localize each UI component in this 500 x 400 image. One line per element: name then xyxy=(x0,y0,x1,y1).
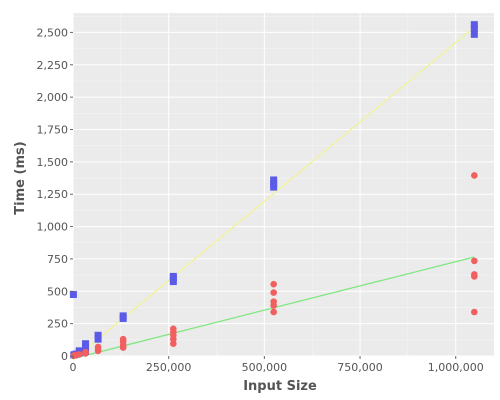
square-point xyxy=(270,176,278,184)
circle-point xyxy=(270,308,277,316)
x-tick-label: 1,000,000 xyxy=(428,361,484,374)
square-point xyxy=(75,347,83,355)
circle-point xyxy=(170,340,177,348)
y-tick-label: 250 xyxy=(47,318,68,331)
y-tick-label: 2,000 xyxy=(37,91,69,104)
y-tick-label: 1,000 xyxy=(37,221,69,234)
y-tick-label: 750 xyxy=(47,253,68,266)
x-axis-title: Input Size xyxy=(243,379,317,394)
x-tick-label: 750,000 xyxy=(337,361,383,374)
x-tick-label: 500,000 xyxy=(242,361,288,374)
circle-point xyxy=(471,257,478,265)
y-axis-title: Time (ms) xyxy=(13,141,28,214)
square-point xyxy=(270,183,278,191)
circle-point xyxy=(119,335,127,343)
circle-point xyxy=(471,271,478,278)
circle-point xyxy=(170,325,177,333)
data-points xyxy=(69,21,478,359)
y-tick-label: 2,250 xyxy=(37,59,69,72)
square-point xyxy=(470,30,478,38)
circle-point xyxy=(270,298,277,305)
circle-point xyxy=(94,343,102,351)
square-point xyxy=(119,314,127,322)
y-tick-label: 1,250 xyxy=(37,188,69,201)
square-point xyxy=(470,25,478,33)
circle-point xyxy=(270,280,277,288)
square-point xyxy=(169,278,177,286)
square-point xyxy=(82,340,90,348)
plot-background xyxy=(73,13,494,356)
square-point xyxy=(94,331,102,339)
y-tick-label: 2,500 xyxy=(37,26,69,39)
square-point xyxy=(69,291,77,299)
y-tick-label: 1,750 xyxy=(37,123,69,136)
gridlines xyxy=(72,13,494,357)
circle-point xyxy=(270,289,277,296)
y-tick-label: 500 xyxy=(47,285,68,298)
x-axis-ticks: 0 250,000 500,000 750,000 1,000,000 xyxy=(70,356,484,374)
x-tick-label: 250,000 xyxy=(146,361,192,374)
circle-point xyxy=(471,308,478,316)
circle-point xyxy=(471,172,478,179)
square-point xyxy=(470,21,478,29)
circle-point xyxy=(82,348,89,356)
circle-point xyxy=(75,351,83,358)
y-tick-label: 0 xyxy=(61,350,68,363)
square-point xyxy=(94,335,102,343)
trend-line-1 xyxy=(72,26,475,361)
x-tick-label: 0 xyxy=(70,361,77,374)
y-tick-label: 1,500 xyxy=(37,156,69,169)
y-axis-ticks: 0 250 500 750 1,000 1,250 1,500 1,750 2,000 2,250… xyxy=(37,26,73,363)
